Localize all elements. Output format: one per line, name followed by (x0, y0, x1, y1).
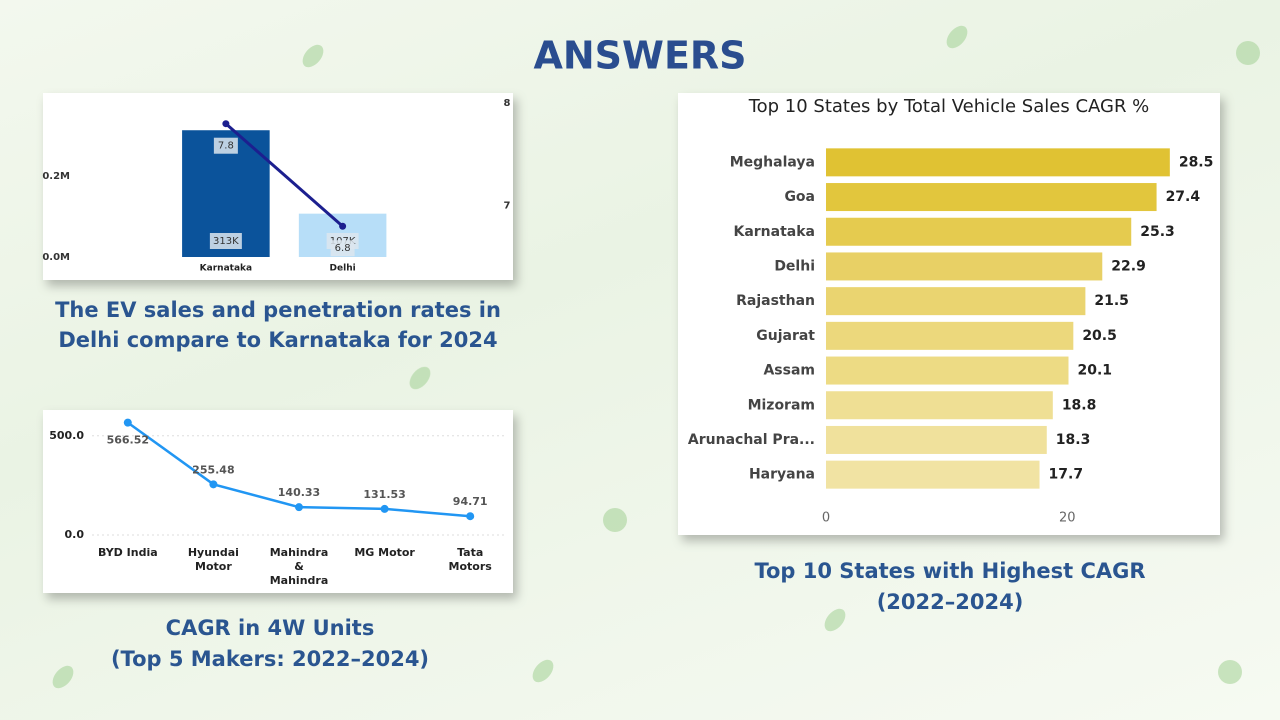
value-label: 17.7 (1049, 467, 1084, 483)
label-box (209, 233, 242, 249)
x-tick-label: BYD India (97, 546, 158, 559)
line-point (222, 120, 230, 128)
y2-tick-label: 8 (504, 98, 511, 109)
captions: The EV sales and penetration rates in De… (55, 298, 1145, 671)
label-box (330, 240, 355, 257)
y-tick-label: Meghalaya (730, 154, 815, 170)
value-label: 22.9 (1111, 258, 1146, 274)
caption: (Top 5 Makers: 2022–2024) (111, 647, 429, 671)
line-point (380, 504, 389, 513)
y-tick-label: 0.2M (42, 171, 70, 182)
y-tick-label: 0.0M (42, 252, 70, 263)
y-tick-label: Delhi (774, 258, 815, 274)
value-label: 140.33 (278, 486, 320, 499)
bar (826, 321, 1074, 350)
line-point (123, 418, 132, 427)
y-tick-label: Goa (784, 189, 815, 205)
slide-title: ANSWERS (533, 34, 746, 78)
line-point (466, 512, 475, 521)
value-label: 255.48 (192, 463, 234, 476)
line-point (295, 503, 303, 512)
x-tick-label: Delhi (330, 264, 356, 274)
card (43, 93, 513, 280)
bar (826, 391, 1053, 420)
bar-value-label: 313K (213, 236, 239, 247)
value-label: 566.52 (107, 434, 149, 447)
chart-title: Top 10 States by Total Vehicle Sales CAG… (748, 96, 1150, 117)
bar (826, 252, 1103, 281)
x-tick-label: 20 (1059, 511, 1076, 526)
bar (826, 356, 1069, 385)
value-label: 20.1 (1077, 363, 1112, 379)
value-label: 27.4 (1166, 189, 1201, 205)
x-tick-label: Karnataka (200, 264, 252, 274)
bar (826, 425, 1047, 454)
x-tick-label: Tata Motors (448, 546, 492, 573)
value-label: 18.8 (1062, 397, 1097, 413)
decorations (52, 25, 1260, 689)
y-tick-label: Gujarat (756, 328, 815, 344)
bar (826, 287, 1086, 316)
caption: CAGR in 4W Units (166, 616, 375, 640)
y-tick-label: 0.0 (65, 528, 85, 541)
line-point (339, 222, 347, 230)
caption: Delhi compare to Karnataka for 2024 (58, 328, 497, 352)
y2-tick-label: 7 (504, 201, 511, 212)
x-tick-label: Hyundai Motor (187, 546, 239, 573)
line (224, 122, 344, 228)
y-tick-label: Rajasthan (736, 293, 815, 309)
y-tick-label: 500.0 (49, 429, 84, 442)
value-label: 28.5 (1179, 154, 1214, 170)
bar (826, 148, 1170, 177)
label-box (213, 137, 238, 154)
y-tick-label: Karnataka (733, 224, 815, 240)
value-label: 21.5 (1094, 293, 1129, 309)
value-label: 20.5 (1082, 328, 1117, 344)
bar (826, 217, 1132, 246)
value-label: 25.3 (1140, 224, 1175, 240)
caption: The EV sales and penetration rates in (55, 298, 501, 322)
caption: (2022–2024) (877, 590, 1024, 614)
y-tick-label: Arunachal Pra... (688, 432, 815, 448)
y-tick-label: Mizoram (748, 397, 815, 413)
line-value-label: 7.8 (218, 141, 234, 152)
x-tick-label: 0 (822, 511, 830, 526)
y-tick-label: Assam (763, 363, 815, 379)
line-point (209, 480, 218, 489)
line-value-label: 6.8 (335, 243, 351, 254)
value-label: 94.71 (453, 495, 488, 508)
x-tick-label: Mahindra & Mahindra (269, 546, 329, 587)
bar (826, 460, 1040, 489)
bar (826, 183, 1157, 212)
caption: Top 10 States with Highest CAGR (754, 559, 1145, 583)
y-tick-label: Haryana (749, 467, 815, 483)
value-label: 18.3 (1056, 432, 1091, 448)
x-tick-label: MG Motor (354, 546, 415, 559)
value-label: 131.53 (363, 488, 405, 501)
